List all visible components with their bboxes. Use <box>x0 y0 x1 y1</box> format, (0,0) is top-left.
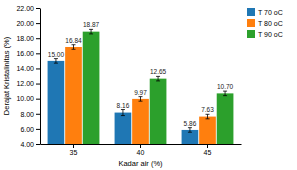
error-bar <box>54 59 58 64</box>
error-bar <box>206 114 210 119</box>
legend-label: T 90 oC <box>258 31 283 38</box>
bar <box>115 113 132 144</box>
tick: 35 <box>70 144 78 156</box>
tick-mark <box>36 129 40 130</box>
tick-label: 6.00 <box>20 126 34 133</box>
tick-mark <box>36 23 40 24</box>
tick: 14.00 <box>16 65 40 72</box>
tick-label: 4.00 <box>20 141 34 148</box>
error-bar <box>188 128 192 133</box>
data-label: 12.65 <box>150 68 167 75</box>
bar <box>48 61 65 144</box>
series <box>83 29 234 144</box>
error-bar <box>139 97 143 102</box>
data-label: 7.63 <box>201 106 214 113</box>
plot: 15.00 8.16 5.86 16.84 9.97 7.63 18.87 12.65 10.7… <box>2 5 242 170</box>
axis-line <box>40 9 41 145</box>
x-axis-title: Kadar air (%) <box>118 159 163 168</box>
tick-label: 10.00 <box>16 95 34 102</box>
tick: 40 <box>137 144 145 156</box>
legend-label: T 70 oC <box>258 9 283 16</box>
tick-mark <box>36 144 40 145</box>
tick-mark <box>140 144 141 148</box>
tick-label: 22.00 <box>16 5 34 12</box>
tick-label: 16.00 <box>16 50 34 57</box>
legend-swatch <box>247 30 255 38</box>
tick: 12.00 <box>16 80 40 87</box>
legend-swatch <box>247 19 255 27</box>
tick-mark <box>36 8 40 9</box>
data-label: 18.87 <box>83 21 100 28</box>
tick-label: 14.00 <box>16 65 34 72</box>
data-label: 9.97 <box>134 89 147 96</box>
tick: 22.00 <box>16 5 40 12</box>
tick-mark <box>207 144 208 148</box>
legend-label: T 80 oC <box>258 20 283 27</box>
data-label: 5.86 <box>184 120 197 127</box>
tick: 16.00 <box>16 50 40 57</box>
tick-label: 12.00 <box>16 80 34 87</box>
tick: 18.00 <box>16 35 40 42</box>
tick: 10.00 <box>16 95 40 102</box>
tick: 4.00 <box>20 141 40 148</box>
tick: 6.00 <box>20 126 40 133</box>
tick-mark <box>36 38 40 39</box>
error-bar <box>156 76 160 81</box>
tick-mark <box>36 53 40 54</box>
tick-label: 20.00 <box>16 20 34 27</box>
y-axis: 4.00 6.00 8.00 10.00 12.00 14.00 16.00 18.00 20.… <box>16 5 40 148</box>
bar <box>132 99 149 144</box>
bar <box>217 93 234 144</box>
bar <box>199 117 216 144</box>
data-labels: 15.00 8.16 5.86 16.84 9.97 7.63 18.87 12.65 10.7… <box>48 21 234 126</box>
tick-label: 45 <box>204 149 212 156</box>
error-bar <box>72 45 76 50</box>
data-label: 10.70 <box>217 83 234 90</box>
data-label: 8.16 <box>117 102 130 109</box>
legend: T 70 oC T 80 oC T 90 oC <box>247 8 283 38</box>
data-label: 15.00 <box>48 51 65 58</box>
bar <box>65 47 82 144</box>
error-bar <box>89 29 93 34</box>
tick-label: 40 <box>137 149 145 156</box>
x-axis: 35 40 45 <box>41 144 242 156</box>
tick-label: 35 <box>70 149 78 156</box>
bar <box>150 79 167 144</box>
tick-mark <box>36 84 40 85</box>
tick-mark <box>73 144 74 148</box>
chart: 15.00 8.16 5.86 16.84 9.97 7.63 18.87 12.65 10.7… <box>0 0 297 170</box>
tick-mark <box>36 114 40 115</box>
tick: 45 <box>204 144 212 156</box>
y-axis-title: Derajat Kristalinitas (%) <box>2 36 11 115</box>
data-label: 16.84 <box>65 37 82 44</box>
marks <box>48 29 234 144</box>
tick-label: 8.00 <box>20 111 34 118</box>
tick-mark <box>36 68 40 69</box>
tick-label: 18.00 <box>16 35 34 42</box>
legend-swatch <box>247 8 255 16</box>
error-bar <box>223 91 227 96</box>
tick-mark <box>36 99 40 100</box>
legend-item: T 90 oC <box>247 30 283 38</box>
tick: 8.00 <box>20 111 40 118</box>
legend-item: T 80 oC <box>247 19 283 27</box>
tick: 20.00 <box>16 20 40 27</box>
legend-item: T 70 oC <box>247 8 283 16</box>
error-bar <box>121 110 125 116</box>
bar <box>83 32 100 144</box>
